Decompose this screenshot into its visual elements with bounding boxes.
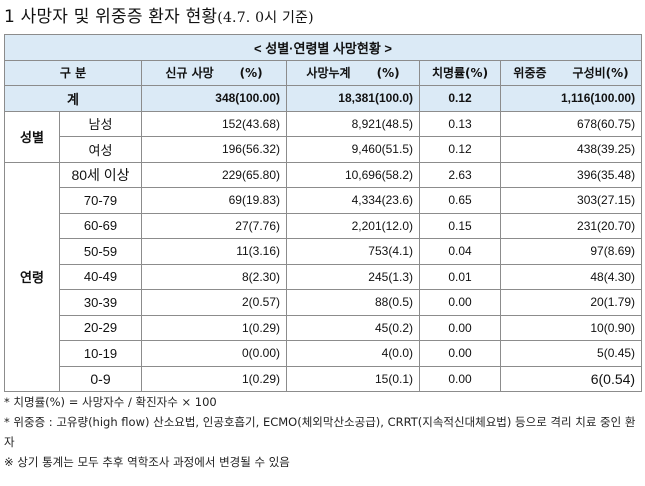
row-label: 80세 이상 <box>59 161 142 188</box>
row-label: 0-9 <box>59 365 142 392</box>
cell-fatality-rate: 0.00 <box>419 365 501 392</box>
cell-new-deaths: 196(56.32) <box>141 136 287 163</box>
cell-new-deaths: 8(2.30) <box>141 263 287 290</box>
table-row: 50-59 11(3.16) 753(4.1) 0.04 97(8.69) <box>5 238 643 265</box>
table-row: 30-39 2(0.57) 88(0.5) 0.00 20(1.79) <box>5 289 643 316</box>
row-label: 30-39 <box>59 289 142 316</box>
group-label-sex: 성별 <box>4 110 60 163</box>
table-banner-row: < 성별·연령별 사망현황 > <box>3 34 643 61</box>
header-fatality: 치명률(%) <box>419 59 501 86</box>
cell-new-deaths: 69(19.83) <box>141 187 287 214</box>
header-cum-deaths: 사망누계 (%) <box>286 59 420 86</box>
cell-severe: 10(0.90) <box>499 314 643 341</box>
table-row: 70-79 69(19.83) 4,334(23.6) 0.65 303(27.15) <box>5 187 643 214</box>
table-header-row: 구 분 신규 사망 (%) 사망누계 (%) 치명률(%) 위중증 구성비(%) <box>4 59 643 86</box>
cell-new-deaths: 2(0.57) <box>141 289 287 316</box>
table-row: 성별 남성 152(43.68) 8,921(48.5) 0.13 678(60.75) <box>4 110 643 163</box>
cell-fatality-rate: 0.00 <box>419 314 501 341</box>
cell-cum-deaths: 88(0.5) <box>286 289 420 316</box>
row-label: 40-49 <box>59 263 142 290</box>
cell-fatality-rate: 0.00 <box>419 340 501 367</box>
cell-severe: 6(0.54) <box>499 365 643 392</box>
cell-cum-deaths: 9,460(51.5) <box>286 136 420 163</box>
cell-fatality-rate: 0.04 <box>419 238 501 265</box>
row-label: 60-69 <box>59 212 142 239</box>
cell-new-deaths: 27(7.76) <box>141 212 287 239</box>
cell-cum-deaths: 4(0.0) <box>286 340 420 367</box>
row-label: 10-19 <box>59 340 142 367</box>
cell-new-deaths: 0(0.00) <box>141 340 287 367</box>
title-main: 1 사망자 및 위중증 환자 현황 <box>4 7 218 27</box>
footnotes: * 치명률(%) = 사망자수 / 확진자수 × 100 * 위중증 : 고유량… <box>4 392 641 472</box>
table-row: 0-9 1(0.29) 15(0.1) 0.00 6(0.54) <box>5 365 643 392</box>
footnote-disclaimer: ※ 상기 통계는 모두 추후 역학조사 과정에서 변경될 수 있음 <box>4 455 290 469</box>
cell-severe: 20(1.79) <box>499 289 643 316</box>
cell-new-deaths: 152(43.68) <box>141 110 287 137</box>
cell-cum-deaths: 2,201(12.0) <box>286 212 420 239</box>
cell-cum-deaths: 753(4.1) <box>286 238 420 265</box>
total-new: 348(100.00) <box>141 85 287 112</box>
cell-cum-deaths: 8,921(48.5) <box>286 110 420 137</box>
cell-new-deaths: 1(0.29) <box>141 365 287 392</box>
row-label: 여성 <box>59 136 142 163</box>
cell-cum-deaths: 245(1.3) <box>286 263 420 290</box>
header-new-deaths: 신규 사망 (%) <box>141 59 287 86</box>
cell-fatality-rate: 2.63 <box>419 161 501 188</box>
header-cum-deaths-pct: (%) <box>376 66 400 81</box>
header-new-deaths-label: 신규 사망 <box>165 66 214 81</box>
cell-new-deaths: 1(0.29) <box>141 314 287 341</box>
footnote-fatality: * 치명률(%) = 사망자수 / 확진자수 × 100 <box>4 395 217 409</box>
cell-severe: 231(20.70) <box>499 212 643 239</box>
cell-new-deaths: 11(3.16) <box>141 238 287 265</box>
cell-severe: 48(4.30) <box>499 263 643 290</box>
row-label: 20-29 <box>59 314 142 341</box>
cell-cum-deaths: 10,696(58.2) <box>286 161 420 188</box>
cell-fatality-rate: 0.15 <box>419 212 501 239</box>
cell-cum-deaths: 45(0.2) <box>286 314 420 341</box>
table-row: 60-69 27(7.76) 2,201(12.0) 0.15 231(20.70) <box>5 212 643 239</box>
deaths-table: < 성별·연령별 사망현황 > 구 분 신규 사망 (%) 사망누계 (%) 치명률… <box>3 34 643 392</box>
cell-severe: 438(39.25) <box>499 136 643 163</box>
header-severe-label: 위중증 <box>513 66 547 81</box>
header-severe: 위중증 구성비(%) <box>499 59 643 86</box>
row-label: 50-59 <box>59 238 142 265</box>
total-row: 계 348(100.00) 18,381(100.0) 0.12 1,116(1… <box>4 85 643 112</box>
cell-cum-deaths: 15(0.1) <box>286 365 420 392</box>
cell-fatality-rate: 0.13 <box>419 110 501 137</box>
cell-fatality-rate: 0.01 <box>419 263 501 290</box>
cell-severe: 678(60.75) <box>499 110 643 137</box>
cell-cum-deaths: 4,334(23.6) <box>286 187 420 214</box>
header-severe-ratio: 구성비(%) <box>572 66 629 81</box>
table-banner: < 성별·연령별 사망현황 > <box>3 34 643 61</box>
cell-fatality-rate: 0.65 <box>419 187 501 214</box>
group-label-age: 연령 <box>4 161 60 392</box>
cell-new-deaths: 229(65.80) <box>141 161 287 188</box>
total-cum: 18,381(100.0) <box>286 85 420 112</box>
row-label: 남성 <box>59 110 142 137</box>
cell-severe: 5(0.45) <box>499 340 643 367</box>
total-severe: 1,116(100.00) <box>499 85 643 112</box>
header-cum-deaths-label: 사망누계 <box>306 66 351 81</box>
table-row: 20-29 1(0.29) 45(0.2) 0.00 10(0.90) <box>5 314 643 341</box>
footnote-severe: * 위중증 : 고유량(high flow) 산소요법, 인공호흡기, ECMO… <box>4 415 636 449</box>
row-label: 70-79 <box>59 187 142 214</box>
header-category: 구 분 <box>4 59 142 86</box>
table-row: 여성 196(56.32) 9,460(51.5) 0.12 438(39.25) <box>5 136 643 163</box>
table-row: 10-19 0(0.00) 4(0.0) 0.00 5(0.45) <box>5 340 643 367</box>
table-row: 연령 80세 이상 229(65.80) 10,696(58.2) 2.63 396(35… <box>4 161 643 392</box>
total-label: 계 <box>4 85 142 112</box>
cell-severe: 303(27.15) <box>499 187 643 214</box>
cell-fatality-rate: 0.00 <box>419 289 501 316</box>
cell-severe: 396(35.48) <box>499 161 643 188</box>
header-new-deaths-pct: (%) <box>239 66 263 81</box>
table-row: 40-49 8(2.30) 245(1.3) 0.01 48(4.30) <box>5 263 643 290</box>
cell-severe: 97(8.69) <box>499 238 643 265</box>
cell-fatality-rate: 0.12 <box>419 136 501 163</box>
title-date: (4.7. 0시 기준) <box>217 10 314 26</box>
total-rate: 0.12 <box>419 85 501 112</box>
page-title: 1 사망자 및 위중증 환자 현황(4.7. 0시 기준) <box>4 6 641 28</box>
